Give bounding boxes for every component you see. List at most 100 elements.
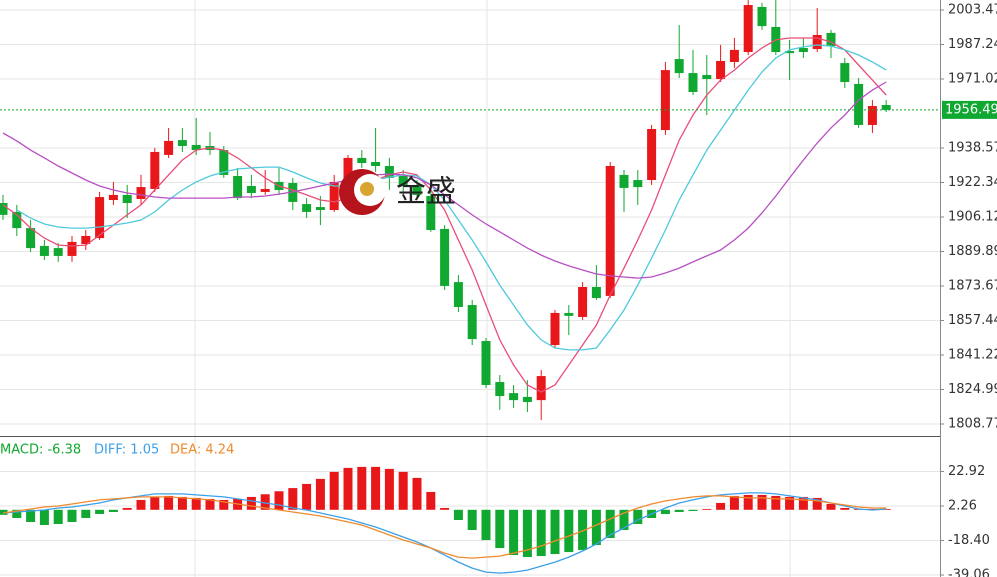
- dea-label: DEA: 4.24: [170, 443, 234, 458]
- macd-bar: [191, 497, 201, 510]
- ma-line: [16, 44, 887, 351]
- watermark: 金盛: [339, 169, 456, 215]
- candle-body: [329, 181, 339, 211]
- candle-body: [619, 174, 629, 188]
- y-tick-label: 2003.47: [948, 2, 997, 17]
- macd-bar: [205, 498, 215, 510]
- candle-body: [867, 106, 877, 125]
- macd-bar: [453, 509, 463, 520]
- y-tick-label: 2.26: [948, 499, 977, 514]
- dea-line: [2, 495, 887, 559]
- candle-body: [122, 194, 132, 203]
- macd-bar: [315, 478, 325, 510]
- y-tick-label: 22.92: [948, 464, 985, 479]
- candle-body: [398, 175, 408, 185]
- candle-body: [246, 185, 256, 194]
- macd-bar: [826, 503, 836, 510]
- candle-body: [633, 180, 643, 188]
- candle-body: [674, 59, 684, 74]
- macd-bar: [536, 509, 546, 557]
- macd-bar: [743, 494, 753, 510]
- macd-bar: [771, 495, 781, 510]
- candle-body: [426, 195, 436, 231]
- macd-bar: [136, 499, 146, 510]
- macd-bar: [95, 509, 105, 514]
- macd-bar: [398, 471, 408, 510]
- macd-bar: [812, 497, 822, 510]
- y-tick-label: 1971.02: [948, 71, 997, 86]
- candle-body: [481, 340, 491, 386]
- macd-bar: [302, 483, 312, 510]
- macd-bar: [702, 508, 712, 510]
- candle-body: [233, 175, 243, 199]
- candle-body: [467, 305, 477, 340]
- macd-bar: [274, 491, 284, 510]
- macd-bar: [495, 509, 505, 549]
- candle-body: [647, 129, 657, 181]
- candle-body: [812, 35, 822, 50]
- macd-bar: [219, 499, 229, 510]
- y-tick-label: 1889.89: [948, 244, 997, 259]
- candle-body: [357, 157, 367, 164]
- candle-body: [743, 5, 753, 53]
- macd-bar: [39, 509, 49, 525]
- macd-bar: [440, 507, 450, 510]
- macd-bar: [122, 507, 132, 510]
- candle-body: [315, 207, 325, 211]
- candle-body: [39, 245, 49, 256]
- ma-line: [2, 37, 887, 393]
- macd-bar: [674, 509, 684, 512]
- y-tick-label: 1938.57: [948, 140, 997, 155]
- y-tick-label: -18.40: [948, 533, 990, 548]
- macd-bar: [81, 509, 91, 518]
- macd-bar: [481, 509, 491, 541]
- candle-body: [81, 235, 91, 245]
- diff-line: [2, 492, 887, 574]
- macd-bar: [329, 471, 339, 510]
- candle-body: [136, 187, 146, 199]
- candle-body: [164, 140, 174, 155]
- macd-bar: [688, 509, 698, 511]
- macd-bar: [177, 496, 187, 510]
- candle-body: [191, 144, 201, 151]
- logo-dot: [360, 182, 374, 196]
- candle-body: [536, 376, 546, 401]
- candle-body: [26, 228, 36, 249]
- macd-bar: [633, 509, 643, 524]
- macd-bar: [467, 509, 477, 531]
- candle-body: [108, 194, 118, 201]
- macd-bar: [53, 509, 63, 524]
- candle-body: [550, 312, 560, 346]
- macd-bar: [509, 509, 519, 556]
- y-tick-label: 1824.99: [948, 382, 997, 397]
- candle-body: [702, 74, 712, 80]
- macd-bar: [288, 488, 298, 510]
- candle-body: [881, 104, 891, 110]
- candle-body: [660, 70, 670, 131]
- candle-body: [440, 228, 450, 286]
- candle-body: [591, 286, 601, 299]
- macd-bar: [840, 507, 850, 510]
- macd-bar: [757, 494, 767, 510]
- macd-bar: [591, 509, 601, 546]
- candle-body: [95, 197, 105, 239]
- macd-bar: [357, 466, 367, 510]
- macd-label: MACD: -6.38: [0, 443, 81, 458]
- macd-bar: [564, 509, 574, 553]
- candle-body: [260, 188, 270, 192]
- candle-body: [785, 50, 795, 54]
- macd-bar: [716, 502, 726, 510]
- macd-bar: [260, 494, 270, 510]
- last-price-box: [942, 100, 997, 119]
- candle-body: [0, 202, 8, 215]
- candle-body: [150, 151, 160, 189]
- macd-bar: [729, 495, 739, 510]
- candle-body: [522, 396, 532, 403]
- watermark-text: 金盛: [396, 175, 456, 210]
- macd-bar: [605, 509, 615, 539]
- macd-bar: [246, 496, 256, 510]
- y-tick-label: 1987.24: [948, 37, 997, 52]
- macd-bar: [26, 509, 36, 522]
